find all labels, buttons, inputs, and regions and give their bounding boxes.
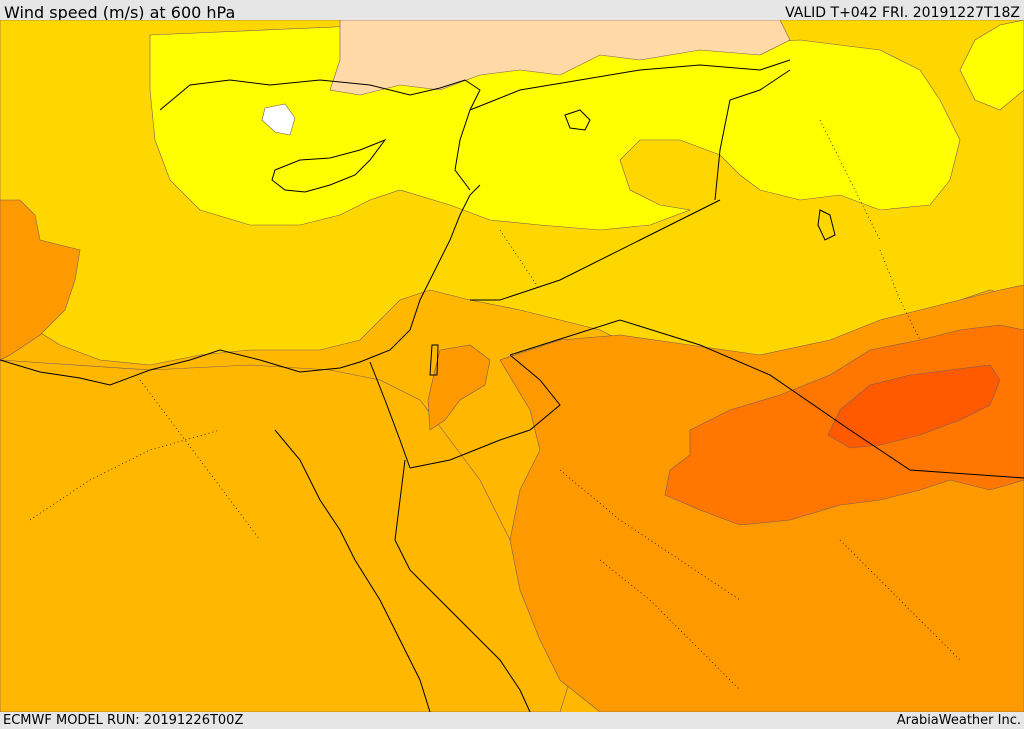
coastline-mediterranean: [0, 184, 481, 386]
contour-red-orange: [827, 364, 1001, 449]
lake-van: [564, 109, 591, 131]
coastline-turkey: [159, 79, 481, 191]
contour-yellow-east: [959, 20, 1024, 111]
contour-orange-west: [0, 199, 81, 361]
contour-lightest: [329, 20, 791, 96]
map-title: Wind speed (m/s) at 600 hPa: [4, 3, 236, 22]
coastline-red-sea: [274, 429, 431, 712]
contour-amber-south: [0, 359, 571, 712]
contour-orange-jordan: [427, 344, 491, 431]
credit: ArabiaWeather Inc.: [896, 713, 1021, 728]
footer-bar: [0, 712, 1024, 729]
border-turkey-south: [469, 59, 791, 111]
border-syria-iraq: [470, 199, 721, 301]
border-iraq-saudi: [509, 319, 1024, 479]
wind-speed-map: [0, 20, 1024, 712]
contour-white: [261, 103, 296, 136]
dead-sea: [429, 344, 439, 376]
border-saudi-jordan: [409, 354, 561, 469]
model-run: ECMWF MODEL RUN: 20191226T00Z: [3, 713, 244, 728]
admin-lines: [29, 119, 961, 691]
island-cyprus: [271, 138, 387, 193]
border-iraq-iran: [714, 69, 791, 201]
coastline-red-sea-east: [394, 459, 531, 712]
header-bar: [0, 0, 1024, 22]
lake-urmia: [817, 209, 836, 241]
border-egypt-israel: [369, 361, 411, 469]
valid-time: VALID T+042 FRI. 20191227T18Z: [785, 5, 1020, 21]
